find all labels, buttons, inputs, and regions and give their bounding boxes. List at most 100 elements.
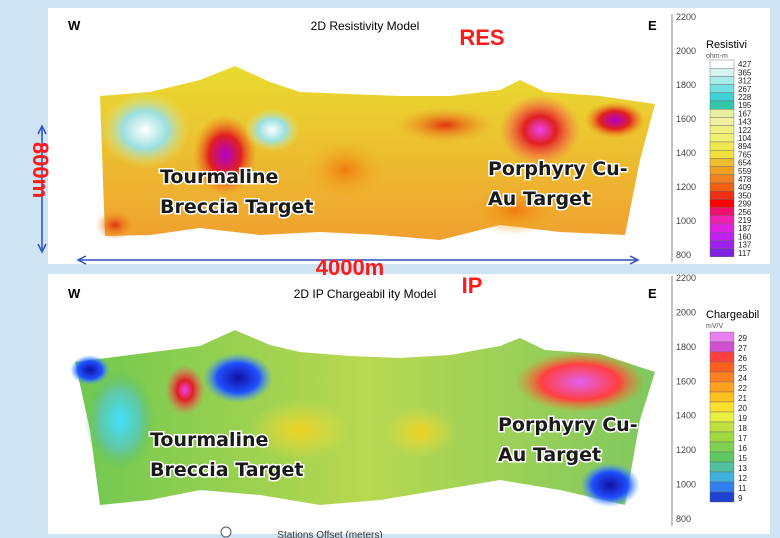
elev-tick-label: 1400 bbox=[676, 148, 696, 158]
legend-value: 17 bbox=[738, 434, 747, 443]
legend-value: 20 bbox=[738, 404, 747, 413]
legend-value: 559 bbox=[738, 167, 752, 176]
legend-swatch bbox=[709, 451, 735, 463]
legend-swatch bbox=[709, 59, 735, 69]
elev-tick-label: 1000 bbox=[676, 216, 696, 226]
legend-value: 26 bbox=[738, 354, 747, 363]
legend-value: 11 bbox=[738, 484, 747, 493]
legend-swatch bbox=[709, 248, 735, 258]
elev-tick-label: 1600 bbox=[676, 376, 696, 386]
legend-swatch bbox=[709, 84, 735, 93]
legend-swatch bbox=[709, 331, 735, 343]
legend-value: 187 bbox=[738, 224, 752, 233]
legend-value: 104 bbox=[738, 134, 752, 143]
legend-value: 25 bbox=[738, 364, 747, 373]
legend-value: 427 bbox=[738, 60, 752, 69]
legend-value: 299 bbox=[738, 200, 752, 209]
target-label: Breccia Target bbox=[150, 459, 303, 481]
east-label: E bbox=[648, 18, 657, 33]
elev-tick-label: 1800 bbox=[676, 80, 696, 90]
legend-title: Chargeabil bbox=[706, 309, 759, 321]
legend-swatch bbox=[709, 215, 735, 225]
legend-swatch bbox=[709, 199, 735, 208]
elev-tick-label: 2000 bbox=[676, 307, 696, 317]
target-label: Porphyry Cu- bbox=[488, 158, 628, 180]
legend-value: 143 bbox=[738, 118, 752, 127]
legend-swatch bbox=[709, 371, 735, 383]
elev-tick-label: 800 bbox=[676, 514, 691, 524]
target-label: Au Target bbox=[488, 188, 591, 210]
legend-swatch bbox=[709, 67, 735, 77]
legend-swatch bbox=[709, 190, 735, 200]
arrow-heads bbox=[37, 124, 47, 254]
legend-value: 9 bbox=[738, 494, 743, 503]
legend-swatch bbox=[709, 441, 735, 453]
elev-tick-label: 2200 bbox=[676, 12, 696, 22]
legend-value: 894 bbox=[738, 142, 752, 151]
legend-value: 12 bbox=[738, 474, 747, 483]
legend-value: 16 bbox=[738, 444, 747, 453]
legend-swatch bbox=[709, 223, 735, 233]
legend-swatch bbox=[709, 76, 735, 85]
elev-tick-label: 1600 bbox=[676, 114, 696, 124]
knob bbox=[220, 526, 232, 538]
res-section bbox=[95, 66, 655, 240]
elev-tick-label: 2200 bbox=[676, 273, 696, 283]
legend-swatch bbox=[709, 100, 735, 110]
legend-title: Resistivi bbox=[706, 39, 747, 51]
panel-title: 2D Resistivity Model bbox=[311, 19, 420, 33]
length-label: 4000m bbox=[316, 255, 385, 280]
ip-section bbox=[70, 330, 655, 507]
legend-value: 19 bbox=[738, 414, 747, 423]
legend-swatch bbox=[709, 158, 735, 167]
legend-swatch bbox=[709, 133, 735, 143]
legend-value: 267 bbox=[738, 85, 752, 94]
west-label: W bbox=[68, 286, 81, 301]
legend-swatch bbox=[709, 381, 735, 393]
elev-tick-label: 1400 bbox=[676, 411, 696, 421]
tag: IP bbox=[462, 273, 483, 298]
legend-swatch bbox=[709, 471, 735, 483]
east-label: E bbox=[648, 286, 657, 301]
legend-swatch bbox=[709, 166, 735, 176]
legend-unit: mV/V bbox=[706, 323, 723, 330]
legend-value: 15 bbox=[738, 454, 747, 463]
legend-swatch bbox=[709, 231, 735, 241]
legend-value: 13 bbox=[738, 464, 747, 473]
legend-swatch bbox=[709, 461, 735, 473]
legend-swatch bbox=[709, 174, 735, 184]
elev-tick-label: 800 bbox=[676, 250, 691, 260]
legend-swatch bbox=[709, 341, 735, 353]
legend-value: 117 bbox=[738, 249, 751, 258]
legend-swatch bbox=[709, 421, 735, 433]
legend-value: 29 bbox=[738, 334, 747, 343]
target-label: Tourmaline bbox=[160, 166, 278, 188]
west-label: W bbox=[68, 18, 81, 33]
legend-value: 765 bbox=[738, 150, 752, 159]
legend-swatch bbox=[709, 401, 735, 413]
legend-value: 160 bbox=[738, 232, 752, 241]
legend-swatch bbox=[709, 108, 735, 118]
legend-unit: ohm-m bbox=[706, 53, 728, 60]
tag: RES bbox=[459, 25, 504, 50]
legend-value: 219 bbox=[738, 216, 752, 225]
legend-swatch bbox=[709, 207, 735, 217]
legend-value: 137 bbox=[738, 241, 752, 250]
legend-value: 365 bbox=[738, 68, 752, 77]
legend-value: 24 bbox=[738, 374, 747, 383]
x-axis-label: Stations Offset (meters) bbox=[277, 530, 382, 538]
legend-value: 22 bbox=[738, 384, 747, 393]
elev-tick-label: 1200 bbox=[676, 182, 696, 192]
elev-tick-label: 1800 bbox=[676, 342, 696, 352]
target-label: Tourmaline bbox=[150, 429, 268, 451]
legend-value: 350 bbox=[738, 191, 752, 200]
legend-value: 27 bbox=[738, 344, 747, 353]
legend-value: 409 bbox=[738, 183, 752, 192]
elev-tick-label: 1200 bbox=[676, 445, 696, 455]
legend-swatch bbox=[709, 141, 735, 151]
arrow-heads bbox=[76, 255, 640, 265]
legend-value: 122 bbox=[738, 126, 752, 135]
legend-value: 18 bbox=[738, 424, 747, 433]
legend-value: 21 bbox=[738, 394, 747, 403]
